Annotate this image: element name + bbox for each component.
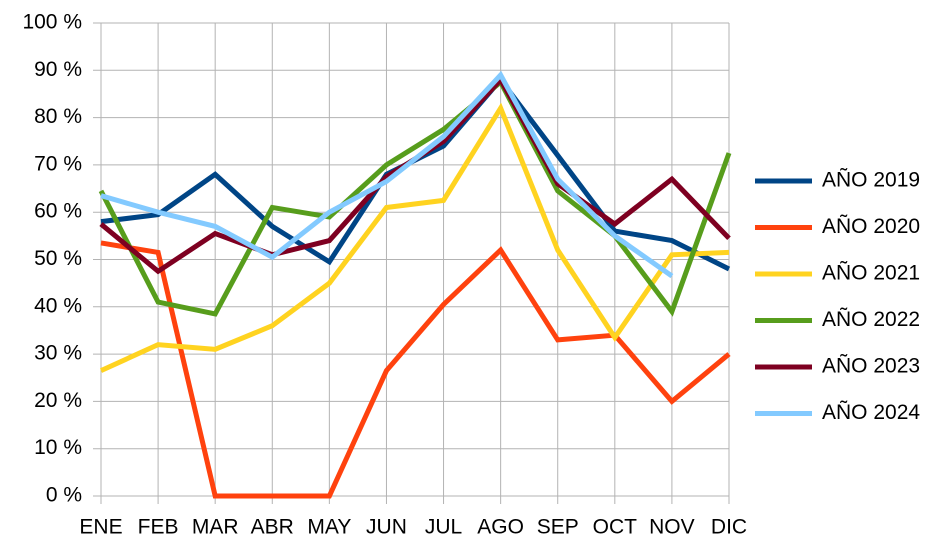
legend-label: AÑO 2022 <box>822 307 920 331</box>
y-tick-label: 50 % <box>34 247 82 270</box>
x-tick-label: DIC <box>711 516 747 539</box>
legend-label: AÑO 2021 <box>822 261 920 285</box>
series-line <box>100 240 731 499</box>
x-tick-label: SEP <box>537 516 579 539</box>
series-line <box>99 75 731 275</box>
y-tick-label: 10 % <box>34 436 82 459</box>
legend-label: AÑO 2024 <box>822 400 920 424</box>
y-tick-label: 40 % <box>34 294 82 317</box>
x-tick-label: JUN <box>366 516 407 539</box>
x-tick-label: AGO <box>477 516 524 539</box>
x-tick-label: FEB <box>138 516 179 539</box>
legend-label: AÑO 2023 <box>822 354 920 378</box>
x-tick-label: ABR <box>251 516 294 539</box>
y-tick-label: 30 % <box>34 342 82 365</box>
x-tick-label: MAY <box>307 516 351 539</box>
x-tick-label: NOV <box>649 516 695 539</box>
y-tick-label: 80 % <box>34 105 82 128</box>
series-line <box>99 102 730 373</box>
series-line <box>100 70 674 279</box>
x-tick-label: JUL <box>425 516 462 539</box>
y-tick-label: 60 % <box>34 200 82 223</box>
y-tick-label: 20 % <box>34 389 82 412</box>
legend-label: AÑO 2020 <box>822 214 920 238</box>
series-line <box>100 75 731 272</box>
y-tick-label: 70 % <box>34 152 82 175</box>
series-line <box>98 78 732 317</box>
y-tick-label: 0 % <box>46 484 82 507</box>
x-tick-label: ENE <box>79 516 122 539</box>
y-tick-label: 90 % <box>34 58 82 81</box>
y-tick-label: 100 % <box>22 11 82 34</box>
x-tick-label: MAR <box>192 516 239 539</box>
legend-label: AÑO 2019 <box>822 168 920 192</box>
x-tick-label: OCT <box>593 516 638 539</box>
